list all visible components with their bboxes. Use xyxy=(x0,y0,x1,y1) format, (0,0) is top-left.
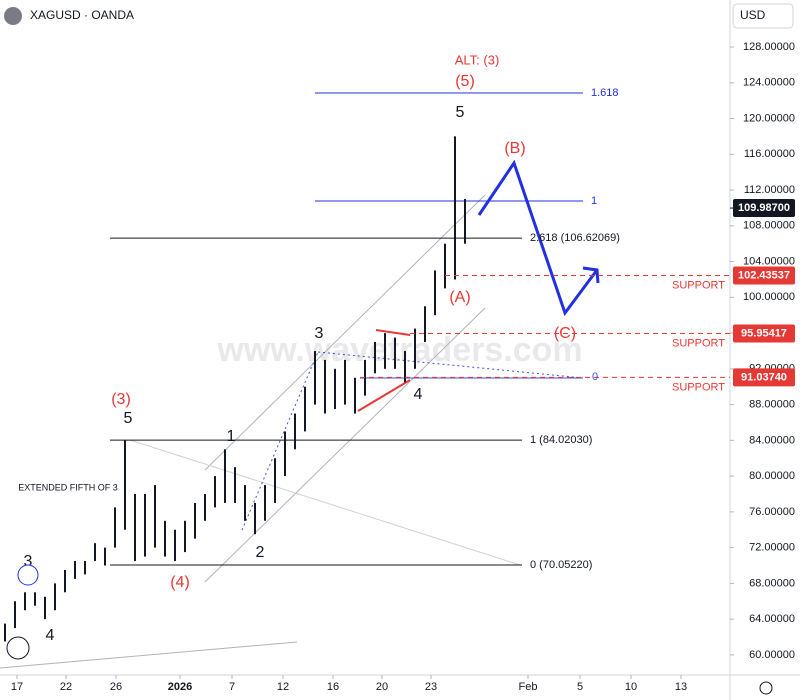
y-tick-label: 108.00000 xyxy=(743,220,795,232)
price-tag-label: 109.98700 xyxy=(738,202,790,214)
symbol: XAGUSD · OANDA xyxy=(30,8,134,22)
channel-line xyxy=(204,307,486,583)
y-tick-label: 60.00000 xyxy=(749,649,795,661)
wave-label: 5 xyxy=(124,410,133,427)
logo-icon xyxy=(6,636,30,660)
dotted-line xyxy=(241,351,319,531)
y-tick-label: 72.00000 xyxy=(749,542,795,554)
fib-label: 2.618 (106.62069) xyxy=(530,232,620,244)
projection-arrow xyxy=(582,266,600,284)
price-tag xyxy=(733,266,795,285)
y-tick-label: 68.00000 xyxy=(749,577,795,589)
wave-label: ALT: (3) xyxy=(455,52,500,67)
y-tick-label: 112.00000 xyxy=(744,184,795,196)
x-tick-label: 20 xyxy=(376,681,388,693)
y-tick-label: 76.00000 xyxy=(749,506,795,518)
y-tick-label: 64.00000 xyxy=(749,613,795,625)
wave-label: 2 xyxy=(256,544,265,561)
y-tick-label: 120.00000 xyxy=(743,112,795,124)
y-tick-label: 116.00000 xyxy=(744,148,795,160)
settings-icon[interactable] xyxy=(759,681,773,695)
support-label: SUPPORT xyxy=(672,279,725,291)
x-tick-label: 2026 xyxy=(168,681,192,693)
x-tick-label: 22 xyxy=(60,681,72,693)
logo-icon xyxy=(17,564,39,586)
wave-label: 4 xyxy=(46,627,55,644)
y-tick-label: 100.00000 xyxy=(743,291,795,303)
x-tick-label: Feb xyxy=(519,681,538,693)
symbol-icon xyxy=(4,7,22,25)
price-tag-label: 102.43537 xyxy=(738,269,790,281)
price-tag-label: 95.95417 xyxy=(741,327,787,339)
y-tick-label: 128.00000 xyxy=(743,41,795,53)
drawings xyxy=(0,159,600,669)
dotted-line xyxy=(317,351,584,379)
price-tag xyxy=(733,199,795,218)
fib-label: 1 (84.02030) xyxy=(530,434,592,446)
fib-label: 0 xyxy=(592,371,598,383)
trend-line xyxy=(129,439,521,566)
x-tick-label: 17 xyxy=(11,681,23,693)
x-tick-label: 26 xyxy=(110,681,122,693)
wave-label: 1 xyxy=(227,428,236,445)
wave-label: (C) xyxy=(554,325,576,342)
x-tick-label: 16 xyxy=(327,681,339,693)
x-tick-label: 13 xyxy=(675,681,687,693)
red-line xyxy=(375,329,411,336)
wave-label: 4 xyxy=(414,386,423,403)
price-tag xyxy=(733,368,795,387)
wave-label: 3 xyxy=(24,553,33,570)
wave-label: 5 xyxy=(456,104,465,121)
red-line xyxy=(357,379,411,412)
wave-label: 3 xyxy=(315,325,324,342)
y-tick-label: 124.00000 xyxy=(743,77,795,89)
watermark: www.wavetraders.com xyxy=(216,331,582,369)
wave-label: (B) xyxy=(504,140,525,157)
x-tick-label: 5 xyxy=(577,681,583,693)
support-label: SUPPORT xyxy=(672,381,725,393)
channel-line xyxy=(204,194,486,471)
y-tick-label: 88.00000 xyxy=(749,398,795,410)
wave-label: (5) xyxy=(455,73,475,90)
fib-label: 1.618 xyxy=(591,87,619,99)
currency: USD xyxy=(740,8,766,22)
fib-label: 0 (70.05220) xyxy=(530,559,592,571)
projection-path xyxy=(477,159,599,317)
y-tick-label: 104.00000 xyxy=(743,255,795,267)
x-tick-label: 7 xyxy=(229,681,235,693)
wave-labels: ALT: (3) (5) 5 (B) (A) (C) 3 4 (3) 5 1 2… xyxy=(18,52,598,644)
fib-label: 1 xyxy=(591,195,597,207)
y-tick-label: 80.00000 xyxy=(749,470,795,482)
currency-button[interactable] xyxy=(732,3,794,29)
note: EXTENDED FIFTH OF 3 xyxy=(18,482,118,492)
trend-line xyxy=(0,641,298,669)
x-tick-label: 10 xyxy=(625,681,637,693)
price-tag-label: 91.03740 xyxy=(741,371,787,383)
price-tag xyxy=(733,324,795,343)
x-tick-label: 12 xyxy=(277,681,289,693)
wave-label: (A) xyxy=(449,289,470,306)
x-tick-label: 23 xyxy=(425,681,437,693)
y-tick-label: 84.00000 xyxy=(749,434,795,446)
wave-label: (3) xyxy=(111,391,131,408)
wave-label: (4) xyxy=(170,574,190,591)
support-label: SUPPORT xyxy=(672,337,725,349)
